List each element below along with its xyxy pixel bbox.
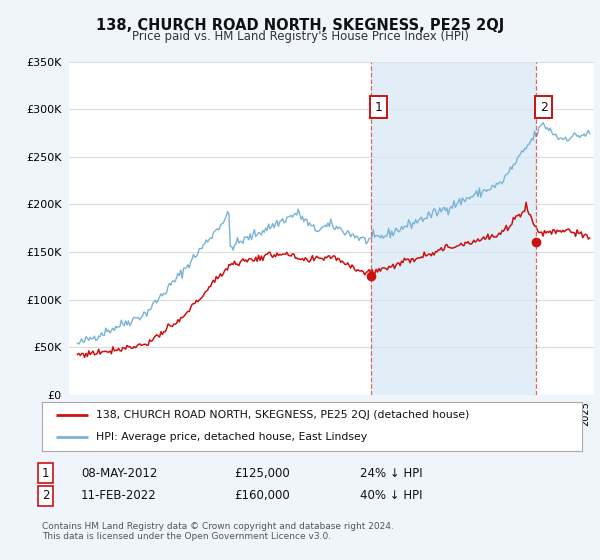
- Text: 40% ↓ HPI: 40% ↓ HPI: [360, 489, 422, 502]
- Text: £125,000: £125,000: [234, 466, 290, 480]
- Text: 138, CHURCH ROAD NORTH, SKEGNESS, PE25 2QJ: 138, CHURCH ROAD NORTH, SKEGNESS, PE25 2…: [96, 18, 504, 33]
- Text: 1: 1: [374, 101, 383, 114]
- Bar: [371, 62, 536, 395]
- Text: 1: 1: [42, 466, 50, 480]
- Text: Contains HM Land Registry data © Crown copyright and database right 2024.
This d: Contains HM Land Registry data © Crown c…: [42, 522, 394, 542]
- Text: HPI: Average price, detached house, East Lindsey: HPI: Average price, detached house, East…: [96, 432, 367, 442]
- Text: £160,000: £160,000: [234, 489, 290, 502]
- Text: 11-FEB-2022: 11-FEB-2022: [81, 489, 157, 502]
- Text: 2: 2: [540, 101, 548, 114]
- Text: 138, CHURCH ROAD NORTH, SKEGNESS, PE25 2QJ (detached house): 138, CHURCH ROAD NORTH, SKEGNESS, PE25 2…: [96, 410, 469, 421]
- Text: 08-MAY-2012: 08-MAY-2012: [81, 466, 157, 480]
- Text: Price paid vs. HM Land Registry's House Price Index (HPI): Price paid vs. HM Land Registry's House …: [131, 30, 469, 43]
- Text: 24% ↓ HPI: 24% ↓ HPI: [360, 466, 422, 480]
- Text: 2: 2: [42, 489, 50, 502]
